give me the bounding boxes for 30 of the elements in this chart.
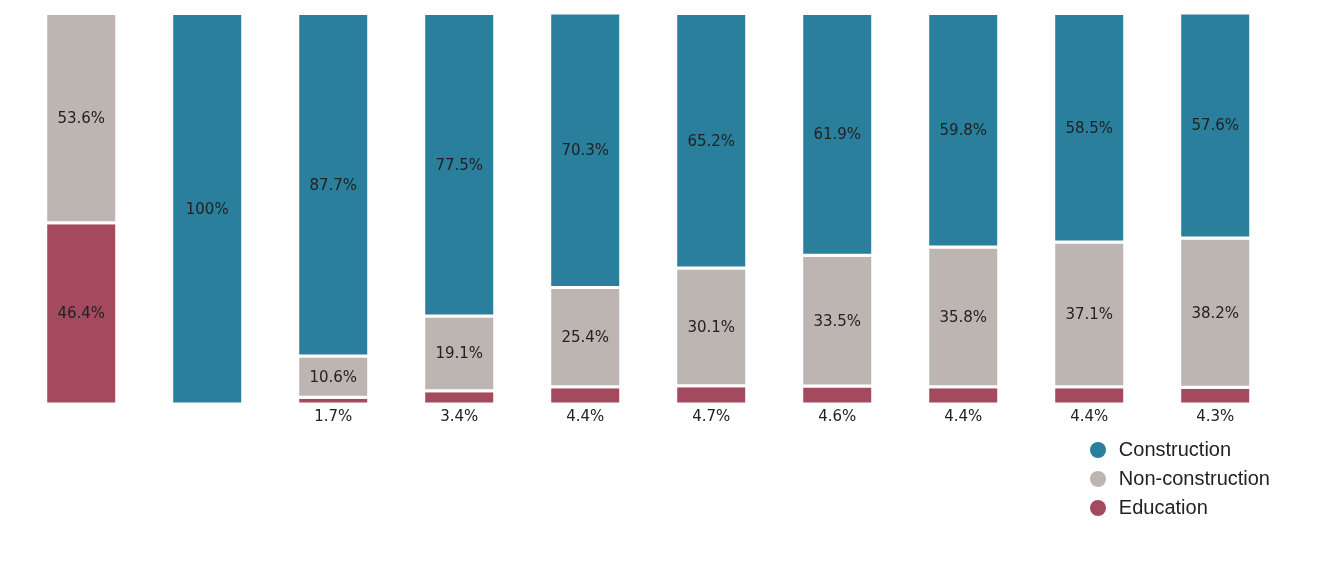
data-label: 4.4% [944, 407, 983, 425]
data-label: 100% [185, 199, 229, 218]
data-label: 4.3% [1196, 407, 1235, 425]
data-label: 19.1% [435, 344, 484, 363]
data-label: 4.4% [566, 407, 605, 425]
data-label: 37.1% [1065, 305, 1114, 324]
legend-label: Education [1118, 496, 1208, 519]
data-label: 77.5% [435, 155, 484, 174]
data-label: 1.7% [314, 407, 353, 425]
data-label: 3.4% [440, 407, 479, 425]
data-label: 53.6% [57, 109, 106, 128]
data-label: 65.2% [687, 131, 736, 150]
data-label: 38.2% [1191, 303, 1240, 322]
data-label: 70.3% [561, 141, 610, 160]
data-label: 46.4% [57, 304, 106, 323]
data-label: 4.4% [1070, 407, 1109, 425]
legend-label: Non-construction [1118, 467, 1270, 490]
data-label: 10.6% [309, 367, 358, 386]
data-label: 25.4% [561, 328, 610, 347]
legend-label: Construction [1118, 438, 1232, 461]
data-label: 30.1% [687, 317, 736, 336]
data-label: 4.7% [692, 407, 731, 425]
data-label: 58.5% [1065, 118, 1114, 137]
data-label: 33.5% [813, 311, 862, 330]
data-label: 4.6% [818, 407, 857, 425]
data-label: 35.8% [939, 307, 988, 326]
data-label: 87.7% [309, 175, 358, 194]
data-label: 59.8% [939, 121, 988, 140]
data-label: 57.6% [1191, 116, 1240, 135]
data-label: 61.9% [813, 125, 862, 144]
